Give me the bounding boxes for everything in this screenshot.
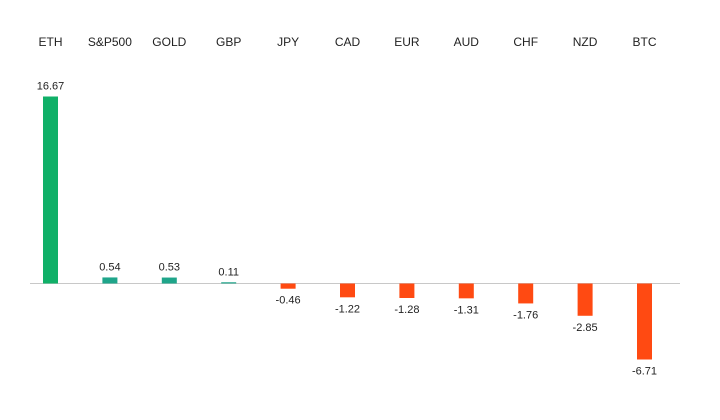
bar-jpy bbox=[280, 283, 296, 289]
category-label-gbp: GBP bbox=[216, 35, 241, 49]
category-label-cad: CAD bbox=[335, 35, 361, 49]
category-label-btc: BTC bbox=[633, 35, 657, 49]
bars-group bbox=[43, 96, 652, 360]
value-label-gbp: 0.11 bbox=[218, 266, 239, 278]
category-label-nzd: NZD bbox=[573, 35, 598, 49]
value-label-eth: 16.67 bbox=[37, 81, 65, 93]
bar-eur bbox=[399, 283, 415, 298]
bar-eth bbox=[43, 96, 58, 284]
value-labels-group: 16.67 0.54 0.53 0.11 -0.46 -1.22 -1.28 -1.31 -1.… bbox=[37, 81, 657, 378]
value-label-jpy: -0.46 bbox=[276, 295, 301, 307]
category-label-eur: EUR bbox=[394, 35, 420, 49]
category-label-aud: AUD bbox=[454, 35, 480, 49]
bar-gbp bbox=[221, 282, 237, 284]
category-label-chf: CHF bbox=[513, 35, 538, 49]
category-label-gold: GOLD bbox=[152, 35, 186, 49]
category-label-jpy: JPY bbox=[277, 35, 299, 49]
bar-chf bbox=[518, 283, 534, 304]
bar-nzd bbox=[577, 283, 593, 316]
value-label-nzd: -2.85 bbox=[573, 322, 598, 334]
value-label-btc: -6.71 bbox=[632, 366, 657, 378]
bar-btc bbox=[637, 283, 652, 360]
value-label-eur: -1.28 bbox=[394, 304, 419, 316]
bar-aud bbox=[458, 283, 474, 299]
category-label-sp500: S&P500 bbox=[88, 35, 132, 49]
value-label-cad: -1.22 bbox=[335, 303, 360, 315]
value-label-sp500: 0.54 bbox=[99, 261, 120, 273]
value-label-aud: -1.31 bbox=[454, 304, 479, 316]
category-label-eth: ETH bbox=[39, 35, 63, 49]
value-label-gold: 0.53 bbox=[159, 262, 180, 274]
category-labels-group: ETH S&P500 GOLD GBP JPY CAD EUR AUD CHF NZD BTC bbox=[39, 35, 657, 49]
bar-cad bbox=[340, 283, 355, 298]
bar-gold bbox=[161, 277, 177, 284]
value-label-chf: -1.76 bbox=[513, 309, 538, 321]
bar-sp500 bbox=[102, 277, 118, 284]
